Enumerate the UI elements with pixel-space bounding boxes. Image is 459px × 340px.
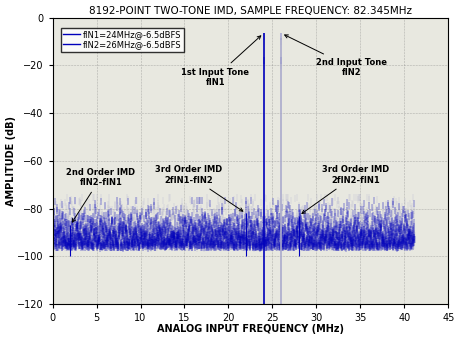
Text: 3rd Order IMD
2fIN2-fIN1: 3rd Order IMD 2fIN2-fIN1 <box>301 165 389 214</box>
Legend: fIN1=24MHz@-6.5dBFS, fIN2=26MHz@-6.5dBFS: fIN1=24MHz@-6.5dBFS, fIN2=26MHz@-6.5dBFS <box>61 28 184 52</box>
Title: 8192-POINT TWO-TONE IMD, SAMPLE FREQUENCY: 82.345MHz: 8192-POINT TWO-TONE IMD, SAMPLE FREQUENC… <box>89 5 411 16</box>
Text: 1st Input Tone
fIN1: 1st Input Tone fIN1 <box>181 36 260 87</box>
Y-axis label: AMPLITUDE (dB): AMPLITUDE (dB) <box>6 116 16 206</box>
Text: 3rd Order IMD
2fIN1-fIN2: 3rd Order IMD 2fIN1-fIN2 <box>155 165 242 211</box>
X-axis label: ANALOG INPUT FREQUENCY (MHz): ANALOG INPUT FREQUENCY (MHz) <box>157 324 343 335</box>
Text: 2nd Order IMD
fIN2-fIN1: 2nd Order IMD fIN2-fIN1 <box>66 168 135 222</box>
Text: 2nd Input Tone
fIN2: 2nd Input Tone fIN2 <box>284 35 386 78</box>
